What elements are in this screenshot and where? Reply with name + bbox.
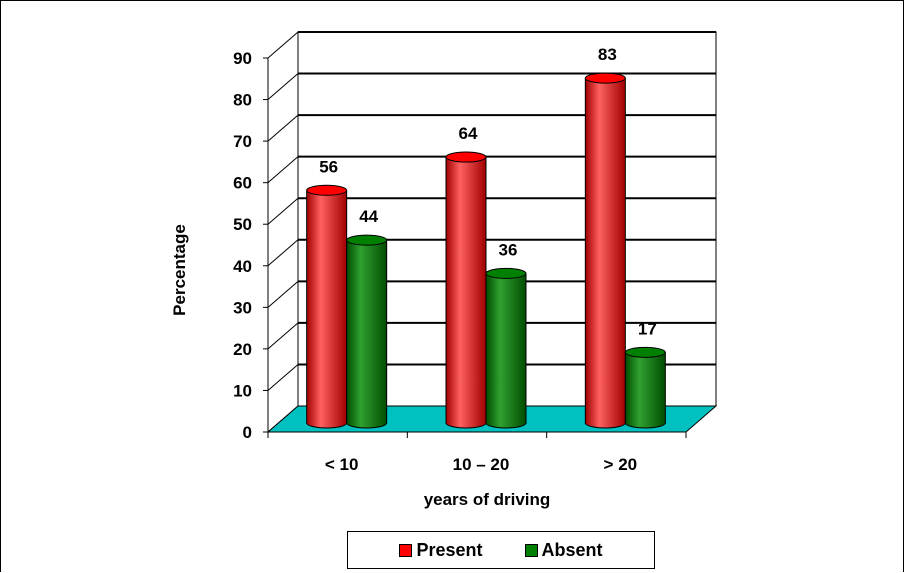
- side-wall-line: [267, 322, 299, 350]
- side-wall-line: [267, 156, 299, 184]
- value-label-present-0: 56: [319, 157, 338, 176]
- legend-item-absent: Absent: [524, 539, 603, 561]
- y-tick-label: 50: [233, 215, 252, 234]
- side-wall-line: [267, 114, 299, 142]
- side-wall-line: [267, 280, 299, 308]
- bar-absent-1: [485, 267, 527, 429]
- legend: Present Absent: [347, 531, 655, 569]
- side-wall-line: [267, 239, 299, 267]
- bars: [306, 72, 666, 429]
- legend-label-present: Present: [416, 539, 483, 560]
- legend-swatch-absent: [524, 543, 538, 557]
- bar-present-2: [584, 72, 626, 429]
- x-category-label-1: 10 – 20: [453, 455, 510, 474]
- bar-present-1: [445, 151, 487, 429]
- side-wall-line: [267, 73, 299, 100]
- bar-absent-2: [624, 346, 666, 429]
- value-label-present-2: 83: [598, 45, 617, 64]
- y-tick-label: 20: [233, 340, 252, 359]
- value-label-absent-2: 17: [638, 319, 657, 338]
- y-tick-label: 60: [233, 174, 252, 193]
- y-tick-label: 30: [233, 298, 252, 317]
- y-tick-label: 10: [233, 381, 252, 400]
- legend-label-absent: Absent: [541, 539, 603, 560]
- y-tick-label: 70: [233, 132, 252, 151]
- value-label-present-1: 64: [459, 124, 478, 143]
- x-category-label-0: < 10: [325, 455, 359, 474]
- bar-present-0: [306, 184, 348, 429]
- value-label-absent-1: 36: [499, 240, 518, 259]
- x-axis-title: years of driving: [424, 490, 551, 509]
- value-label-absent-0: 44: [359, 207, 378, 226]
- legend-swatch-present: [399, 543, 413, 557]
- data-labels: 56 64 83 44 36 17: [319, 45, 657, 338]
- y-tick-label: 80: [233, 91, 252, 110]
- x-axis-categories: < 10 10 – 20 > 20: [325, 455, 637, 474]
- side-wall-line: [267, 364, 299, 391]
- bar-absent-0: [346, 234, 388, 429]
- y-tick-label: 90: [233, 49, 252, 68]
- y-axis-ticks: 0 10 20 30 40 50 60 70 80 90: [233, 49, 268, 442]
- side-wall-line: [267, 31, 299, 59]
- legend-item-present: Present: [399, 539, 483, 561]
- side-wall-line: [267, 197, 299, 225]
- y-axis-title: Percentage: [170, 224, 189, 316]
- y-tick-label: 40: [233, 257, 252, 276]
- x-category-label-2: > 20: [604, 455, 638, 474]
- y-tick-label: 0: [243, 423, 252, 442]
